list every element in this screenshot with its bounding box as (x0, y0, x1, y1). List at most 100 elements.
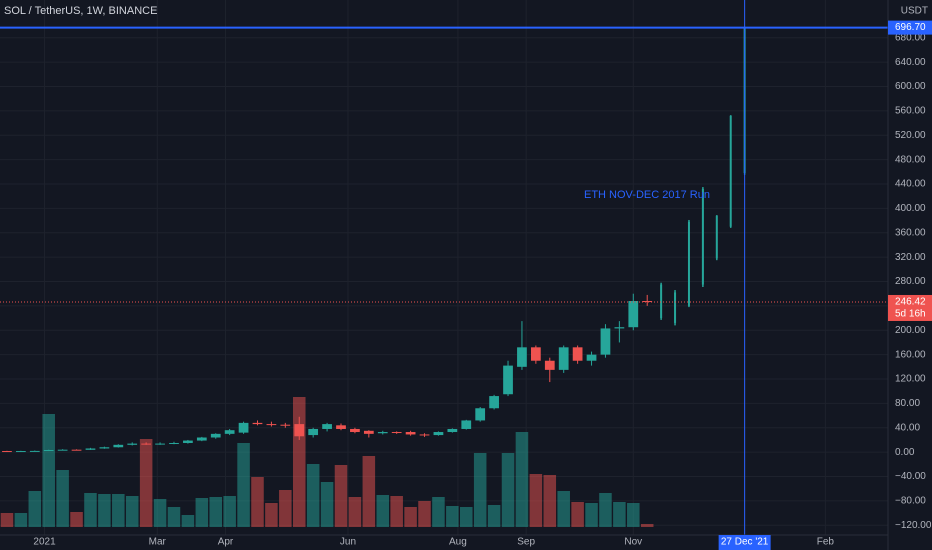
y-tick-label: 160.00 (895, 349, 926, 360)
candle-body (280, 424, 291, 426)
candle-body (642, 301, 653, 303)
y-tick-label: 440.00 (895, 179, 926, 190)
volume-bar (627, 503, 640, 527)
candle-body (336, 425, 346, 429)
y-tick-label: 480.00 (895, 154, 926, 165)
countdown-label: 5d 16h (895, 309, 926, 320)
candle-body (391, 432, 402, 434)
volume-bar (362, 456, 376, 527)
crosshair-time-label: 27 Dec '21 (721, 537, 769, 548)
volume-bar (153, 499, 167, 527)
candle-body (614, 327, 625, 329)
y-tick-label: 280.00 (895, 276, 926, 287)
volume-bar (640, 524, 654, 527)
volume-bar (42, 414, 55, 527)
candle-body (447, 428, 458, 433)
last-price-label: 246.42 (895, 297, 926, 308)
candle-body (628, 301, 639, 328)
crosshair-price-label: 696.70 (895, 22, 926, 33)
candle-body (43, 449, 54, 451)
volume-bar (571, 502, 584, 527)
volume-bar (515, 432, 529, 527)
candle-body (558, 347, 569, 370)
candle-body (294, 424, 305, 437)
candle-body (674, 292, 677, 323)
y-tick-label: 0.00 (895, 447, 915, 458)
candle-body (252, 422, 263, 425)
candle-body (141, 443, 152, 445)
candle-body (433, 432, 444, 436)
candle-body (113, 444, 124, 448)
annotation: ETH NOV-DEC 2017 Run (584, 189, 710, 201)
candle-body (687, 221, 690, 306)
volume-bar (446, 506, 459, 527)
candle-body (71, 449, 82, 451)
x-tick-label: Apr (218, 537, 234, 548)
volume-bar (418, 501, 431, 527)
candle-body (127, 443, 138, 445)
x-tick-label: Jun (340, 537, 356, 548)
y-tick-label: 200.00 (895, 325, 926, 336)
crosshair-time-box (718, 535, 771, 550)
volume-bar (223, 496, 236, 527)
candle-body (572, 347, 583, 361)
candle-body (169, 442, 179, 444)
volume-bar (306, 464, 320, 527)
candle-body (586, 354, 597, 361)
candle-body (238, 422, 249, 433)
candle-body (266, 424, 277, 426)
volume-bar (279, 490, 292, 527)
candle-body (660, 284, 663, 319)
volume-bar (70, 512, 83, 527)
volume-bar (529, 474, 543, 527)
volume-bar (84, 493, 97, 527)
candle-body (322, 424, 332, 429)
x-tick-label: Feb (817, 537, 835, 548)
candle-body (224, 430, 235, 434)
y-tick-label: −80.00 (895, 496, 926, 507)
y-tick-label: −40.00 (895, 471, 926, 482)
volume-bar (28, 491, 42, 527)
volume-bar (557, 491, 570, 527)
candle-body (475, 408, 486, 421)
volume-bar (209, 497, 222, 527)
candle-body (701, 188, 704, 285)
candle-body (363, 430, 374, 434)
volume-bar (125, 496, 139, 527)
y-tick-label: 680.00 (895, 32, 926, 43)
volume-bar (460, 507, 473, 527)
volume-bar (112, 494, 125, 527)
volume-bar (98, 494, 111, 527)
plot (0, 0, 888, 535)
candle-body (183, 440, 193, 443)
volume-bar (501, 453, 515, 527)
volume-bar (251, 477, 264, 527)
volume-bar (334, 465, 348, 527)
y-tick-label: 520.00 (895, 130, 926, 141)
y-tick-label: 640.00 (895, 57, 926, 68)
candle-body (461, 420, 472, 429)
candle-body (405, 432, 416, 435)
volume-bar (599, 493, 612, 527)
volume-bar (543, 475, 557, 527)
y-tick-label: 40.00 (895, 422, 920, 433)
candle-body (99, 447, 110, 449)
candle-body (57, 449, 68, 451)
candle-body (729, 115, 732, 227)
axes: −120.00 −80.00 −40.00 0.00 40.00 80.00 120.00 1… (33, 20, 932, 550)
volume-bar (473, 453, 487, 527)
volume-bar (348, 497, 362, 527)
y-tick-label: 360.00 (895, 227, 926, 238)
volume-bar (265, 503, 278, 527)
candle-body (308, 428, 319, 436)
symbol-title: SOL / TetherUS, 1W, BINANCE (4, 5, 157, 17)
candle-body (16, 451, 26, 453)
volume-bar (181, 515, 195, 527)
volume-bar (613, 502, 626, 527)
y-tick-label: 600.00 (895, 81, 926, 92)
candle-body (600, 328, 611, 355)
candle-body (419, 434, 430, 436)
candle-body (530, 347, 541, 361)
